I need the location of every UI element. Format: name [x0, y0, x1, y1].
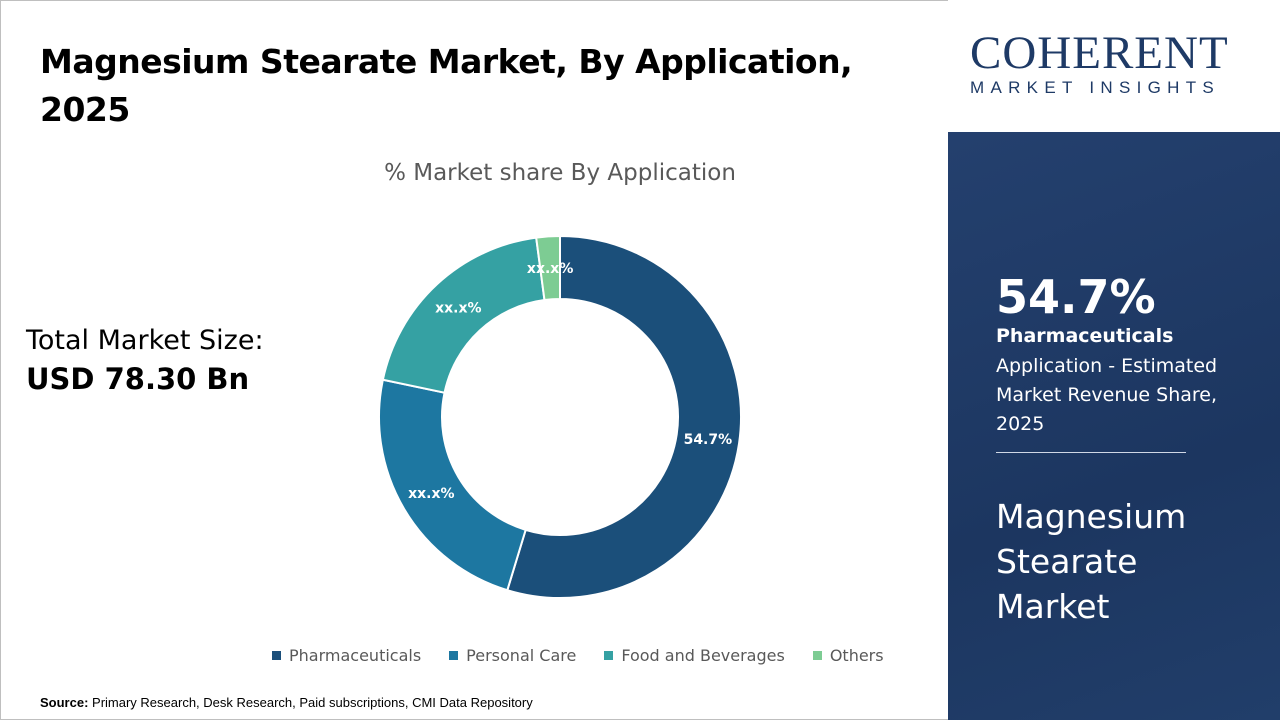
data-label: xx.x% — [435, 300, 481, 316]
source-label: Source: — [40, 695, 89, 710]
legend-swatch — [449, 651, 459, 660]
highlight-segment: Pharmaceuticals — [996, 325, 1174, 347]
highlight-value: 54.7% — [996, 270, 1156, 324]
chart-title: % Market share By Application — [384, 160, 736, 186]
data-label: 54.7% — [684, 432, 733, 448]
logo-main-text: COHERENT — [970, 27, 1229, 79]
logo-sub-text: MARKET INSIGHTS — [970, 78, 1221, 97]
donut-slice-pharmaceuticals — [506, 234, 742, 599]
donut-slice-others — [535, 234, 561, 302]
chart-legend: Pharmaceuticals Personal Care Food and Bev… — [272, 646, 884, 665]
panel-divider — [996, 452, 1186, 453]
legend-label: Food and Beverages — [621, 646, 785, 665]
market-name: Magnesium Stearate Market — [996, 497, 1187, 626]
legend-item: Pharmaceuticals — [272, 646, 421, 665]
total-market-value: USD 78.30 Bn — [26, 362, 250, 396]
legend-swatch — [604, 651, 614, 660]
legend-swatch — [812, 651, 822, 660]
donut-chart: 54.7% xx.x% xx.x% xx.x% — [378, 234, 742, 599]
highlight-panel: 54.7% Pharmaceuticals Application - Esti… — [948, 132, 1280, 720]
legend-label: Personal Care — [466, 646, 577, 665]
legend-item: Personal Care — [449, 646, 576, 665]
donut-slice-personal-care — [378, 378, 527, 592]
source-text: Primary Research, Desk Research, Paid su… — [92, 695, 533, 710]
legend-label: Pharmaceuticals — [289, 646, 422, 665]
data-label: xx.x% — [408, 486, 454, 502]
legend-swatch — [272, 651, 281, 660]
total-market-label: Total Market Size: — [26, 325, 264, 356]
page-title: Magnesium Stearate Market, By Applicatio… — [40, 42, 853, 129]
highlight-description: Application - Estimated Market Revenue S… — [996, 355, 1218, 435]
legend-item: Others — [812, 646, 884, 665]
source-note: Source: Primary Research, Desk Research,… — [40, 695, 533, 710]
legend-item: Food and Beverages — [604, 646, 785, 665]
legend-label: Others — [829, 646, 884, 665]
company-logo: COHERENT MARKET INSIGHTS — [948, 0, 1280, 132]
data-label: xx.x% — [527, 261, 573, 277]
